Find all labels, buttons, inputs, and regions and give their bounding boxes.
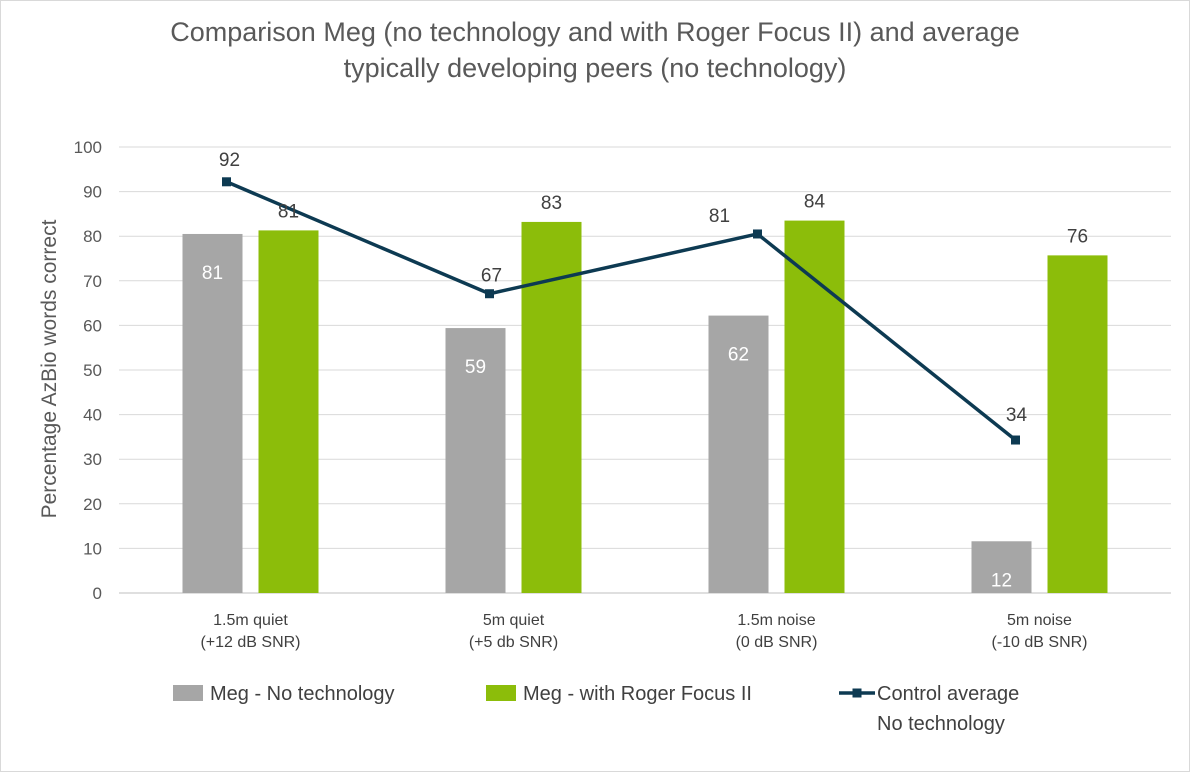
line-data-label: 67 xyxy=(481,266,502,287)
y-axis-title: Percentage AzBio words correct xyxy=(38,219,61,518)
bar-no-technology xyxy=(445,328,506,593)
y-tick-label: 20 xyxy=(83,495,102,514)
bar-data-label: 81 xyxy=(202,263,223,284)
legend-swatch xyxy=(486,685,516,701)
line-data-label: 92 xyxy=(219,150,240,171)
bar-roger-focus xyxy=(258,230,319,594)
chart-title: Comparison Meg (no technology and with R… xyxy=(0,14,1190,86)
y-tick-labels: 0 10 20 30 40 50 60 70 80 90 100 xyxy=(74,138,102,603)
bars xyxy=(182,220,1108,594)
y-tick-label: 10 xyxy=(83,539,102,558)
control-line xyxy=(222,177,1020,445)
y-tick-label: 70 xyxy=(83,272,102,291)
x-category-label: (0 dB SNR) xyxy=(736,634,818,651)
chart-title-line-2: typically developing peers (no technolog… xyxy=(343,53,847,83)
control-line-path xyxy=(225,180,1017,442)
y-tick-label: 60 xyxy=(83,316,102,335)
bar-roger-focus xyxy=(521,221,582,594)
y-tick-label: 50 xyxy=(83,361,102,380)
chart-title-line-1: Comparison Meg (no technology and with R… xyxy=(170,17,1020,47)
x-category-label: 1.5m quiet xyxy=(213,612,288,629)
x-category-label: 5m noise xyxy=(1007,612,1072,629)
control-line-marker xyxy=(485,289,494,299)
y-tick-label: 40 xyxy=(83,406,102,425)
line-data-label: 81 xyxy=(709,206,730,227)
control-line-marker xyxy=(753,229,762,239)
x-category-label: 5m quiet xyxy=(483,612,545,629)
bar-no-technology xyxy=(971,541,1032,593)
legend-swatch xyxy=(173,685,203,701)
y-tick-label: 30 xyxy=(83,450,102,469)
control-line-marker xyxy=(222,177,231,187)
bar-roger-focus xyxy=(1047,255,1108,594)
bar-data-label: 62 xyxy=(728,345,749,366)
bar-data-label: 81 xyxy=(278,201,299,222)
legend: Meg - No technology Meg - with Roger Focu… xyxy=(173,683,1019,735)
x-category-label: (-10 dB SNR) xyxy=(991,634,1087,651)
y-tick-label: 0 xyxy=(93,584,102,603)
bar-roger-focus xyxy=(784,220,845,593)
data-labels: 81 59 62 12 81 83 84 76 92 67 81 34 xyxy=(202,150,1088,591)
y-tick-label: 80 xyxy=(83,227,102,246)
x-category-label: (+5 db SNR) xyxy=(469,634,558,651)
legend-label: No technology xyxy=(877,713,1005,735)
x-category-label: (+12 dB SNR) xyxy=(200,634,300,651)
legend-label: Control average xyxy=(877,683,1019,705)
x-category-labels: 1.5m quiet (+12 dB SNR) 5m quiet (+5 db SNR… xyxy=(200,612,1087,651)
bar-data-label: 76 xyxy=(1067,226,1088,247)
bar-data-label: 59 xyxy=(465,357,486,378)
y-tick-label: 100 xyxy=(74,138,102,157)
bar-no-technology xyxy=(182,233,243,593)
bar-data-label: 84 xyxy=(804,192,826,213)
legend-label: Meg - with Roger Focus II xyxy=(523,683,752,705)
control-line-marker xyxy=(1011,435,1020,445)
x-category-label: 1.5m noise xyxy=(737,612,815,629)
bar-data-label: 12 xyxy=(991,570,1012,591)
legend-line-marker xyxy=(852,688,862,698)
bar-data-label: 83 xyxy=(541,193,562,214)
y-tick-label: 90 xyxy=(83,183,102,202)
legend-label: Meg - No technology xyxy=(210,683,395,705)
line-data-label: 34 xyxy=(1006,405,1028,426)
bar-no-technology xyxy=(708,315,769,593)
